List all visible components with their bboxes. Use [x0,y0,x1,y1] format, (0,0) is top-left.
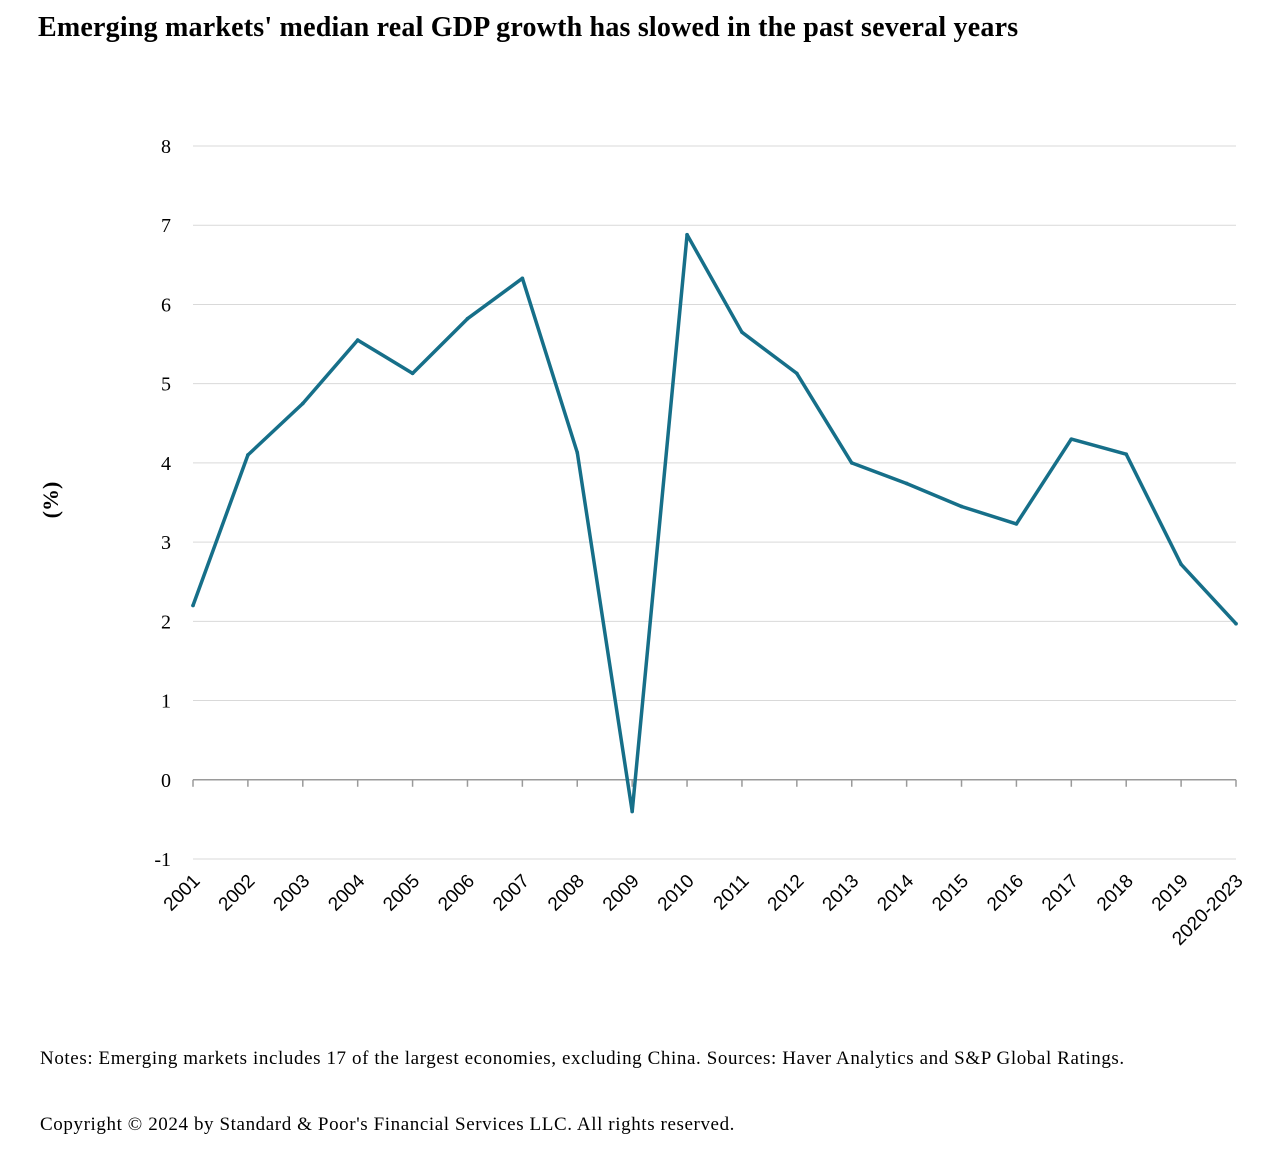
x-tick-label: 2011 [710,871,754,915]
y-tick-label: 3 [161,532,171,554]
y-tick-label: 2 [161,611,171,633]
x-tick-labels: 2001 2002 2003 2004 2005 2006 2007 2008 2009 2010… [160,870,1248,949]
data-point [1069,437,1074,441]
data-point [849,461,854,465]
x-tick-label: 2014 [873,870,918,915]
chart-notes: Notes: Emerging markets includes 17 of t… [40,1048,1125,1069]
x-tick-label: 2013 [819,871,864,916]
series-line [191,232,1238,814]
x-tick-label: 2015 [928,871,973,916]
data-point [685,232,689,237]
data-point [795,371,799,376]
y-tick-labels: -1 0 1 2 3 4 5 6 7 8 [154,136,171,871]
x-tick-label: 2008 [544,871,589,916]
y-tick-label: 0 [161,770,171,792]
y-tick-label: 4 [161,453,171,475]
x-tick-label: 2016 [983,871,1028,916]
data-point [191,603,195,608]
x-tick-label: 2018 [1093,871,1138,916]
x-tick-label: 2002 [215,871,260,916]
data-point [300,401,305,406]
data-point [1179,562,1183,567]
chart-title: Emerging markets' median real GDP growth… [38,12,1019,43]
data-point [520,276,525,281]
y-tick-label: 8 [161,136,171,158]
x-tick-label: 2009 [599,871,644,916]
x-tick-label: 2017 [1038,871,1083,916]
data-point [630,809,634,814]
copyright-text: Copyright © 2024 by Standard & Poor's Fi… [40,1114,736,1135]
y-tick-label: 6 [161,294,171,316]
data-point [740,330,744,334]
data-point [410,371,415,376]
y-tick-label: -1 [154,849,171,871]
x-tick-label: 2003 [270,871,315,916]
y-axis-label: (%) [38,482,63,519]
x-tick-label: 2010 [654,871,699,916]
data-point [355,338,360,342]
data-point [904,481,909,486]
y-tick-label: 7 [161,215,171,237]
series [191,232,1238,814]
x-tick-label: 2012 [764,871,809,916]
data-point [246,453,250,457]
data-point [575,450,580,455]
y-tick-label: 5 [161,374,171,396]
x-tick-label: 2006 [434,871,479,916]
data-point [1124,452,1129,456]
data-point [1014,522,1019,526]
axes [192,779,1237,787]
gridlines [193,145,1236,860]
x-tick-label: 2001 [160,871,205,916]
data-point [1234,621,1238,626]
data-point [465,316,470,321]
y-tick-label: 1 [161,691,171,713]
x-tick-label: 2004 [324,870,369,915]
line-chart: -1 0 1 2 3 4 5 6 7 8 2001 2002 2003 2004 2005 2006 2007… [38,136,1248,950]
x-tick-label: 2005 [379,871,424,916]
x-tick-label: 2019 [1148,871,1193,916]
data-point [959,504,964,509]
x-tick-label: 2007 [489,871,534,916]
